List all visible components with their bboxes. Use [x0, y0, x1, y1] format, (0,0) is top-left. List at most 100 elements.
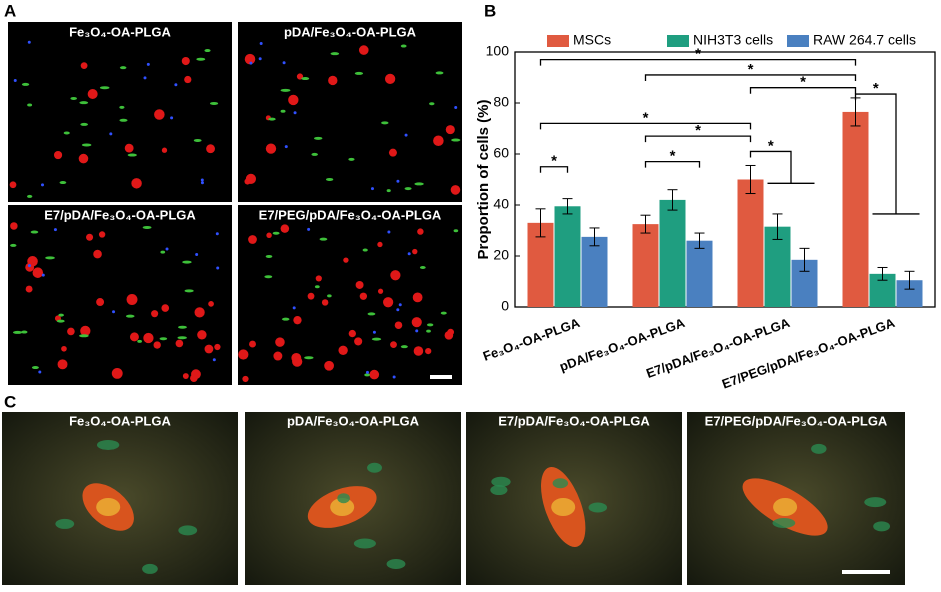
- significance-bracket: [749, 150, 815, 184]
- cell: [96, 498, 121, 516]
- cell-dot: [93, 249, 102, 259]
- cell-dot: [371, 337, 382, 341]
- cell-dot: [325, 177, 334, 181]
- image-caption: Fe₃O₄-OA-PLGA: [69, 413, 171, 428]
- cell-dot: [125, 314, 135, 318]
- cell: [55, 518, 75, 529]
- cell-dot: [321, 299, 329, 306]
- cell-dot: [170, 116, 174, 120]
- cell-dot: [215, 232, 219, 236]
- cell-dot: [184, 289, 194, 293]
- cell-dot: [216, 266, 220, 270]
- cell-dot: [365, 370, 369, 374]
- significance-bracket: [539, 166, 569, 173]
- cell-dot: [412, 292, 423, 303]
- cell-dot: [242, 375, 249, 383]
- panel-label: B: [484, 1, 496, 20]
- cell-dot: [41, 273, 45, 277]
- image-caption: E7/pDA/Fe₃O₄-OA-PLGA: [498, 413, 650, 428]
- cell-dot: [209, 101, 219, 105]
- legend-swatch: [667, 35, 689, 47]
- cell-dot: [214, 343, 221, 351]
- bar: [659, 199, 686, 307]
- cell-dot: [388, 148, 397, 157]
- cell-dot: [159, 337, 168, 341]
- y-axis-label: Proportion of cells (%): [475, 99, 492, 259]
- cell-dot: [429, 102, 435, 106]
- cell-dot: [307, 227, 311, 231]
- cell-dot: [143, 76, 147, 80]
- cell-dot: [160, 250, 166, 254]
- cell-dot: [328, 75, 338, 86]
- cell-dot: [307, 292, 315, 300]
- cell-dot: [109, 132, 113, 136]
- cell-dot: [161, 304, 170, 312]
- cell-dot: [451, 138, 461, 142]
- cell-dot: [196, 57, 206, 61]
- cell-dot: [324, 360, 334, 371]
- significance-label: *: [748, 61, 754, 78]
- y-tick-label: 60: [493, 145, 509, 161]
- cell-dot: [293, 316, 302, 325]
- cell-dot: [314, 285, 320, 289]
- cell-dot: [245, 173, 257, 184]
- cell-dot: [57, 359, 68, 370]
- cell-dot: [177, 336, 187, 340]
- cell-dot: [193, 138, 202, 142]
- cell: [178, 525, 198, 536]
- cell-dot: [445, 125, 455, 135]
- significance-label: *: [768, 137, 774, 154]
- cell-dot: [131, 178, 142, 189]
- image-caption: pDA/Fe₃O₄-OA-PLGA: [287, 413, 420, 428]
- cell-dot: [12, 330, 23, 334]
- x-tick-label: E7/PEG/pDA/Fe₃O₄-OA-PLGA: [720, 315, 897, 392]
- cell-dot: [273, 351, 283, 361]
- cell-dot: [284, 145, 288, 149]
- cell-dot: [280, 224, 290, 233]
- cell-dot: [268, 117, 276, 121]
- cell-dot: [9, 181, 17, 189]
- cell-dot: [364, 373, 370, 377]
- image-caption: E7/PEG/pDA/Fe₃O₄-OA-PLGA: [705, 413, 888, 428]
- cell: [490, 485, 508, 496]
- cell-dot: [27, 256, 38, 267]
- significance-label: *: [695, 46, 701, 63]
- cell-dot: [280, 88, 291, 92]
- cell-dot: [377, 241, 383, 248]
- cell-dot: [119, 66, 127, 70]
- cell-dot: [354, 337, 363, 346]
- cell-dot: [396, 308, 400, 312]
- cell-dot: [96, 298, 105, 307]
- legend-label: RAW 264.7 cells: [813, 32, 916, 48]
- cell-dot: [377, 288, 384, 294]
- cell-dot: [293, 111, 297, 115]
- cell-dot: [142, 225, 152, 229]
- y-tick-label: 40: [493, 196, 509, 212]
- cell: [96, 439, 120, 450]
- cell-dot: [265, 254, 273, 258]
- cell-dot: [453, 229, 459, 233]
- cell-dot: [119, 118, 128, 122]
- cell-dot: [212, 358, 216, 362]
- cell-dot: [426, 323, 434, 327]
- significance-label: *: [551, 153, 557, 170]
- cell-dot: [61, 345, 67, 352]
- cell-dot: [419, 265, 426, 269]
- y-tick-label: 0: [501, 298, 509, 314]
- cell-dot: [86, 233, 94, 241]
- cell-dot: [80, 325, 91, 336]
- cell: [773, 498, 798, 516]
- cell-dot: [404, 187, 412, 191]
- cell-dot: [248, 235, 257, 244]
- cell-dot: [272, 231, 280, 235]
- cell-dot: [249, 340, 256, 348]
- cell-dot: [27, 264, 31, 268]
- cell-dot: [315, 275, 322, 282]
- cell-dot: [10, 243, 17, 247]
- cell-dot: [27, 40, 31, 44]
- cell: [864, 497, 887, 508]
- panel-label: C: [4, 392, 16, 411]
- significance-label: *: [670, 148, 676, 165]
- cell-dot: [282, 61, 286, 65]
